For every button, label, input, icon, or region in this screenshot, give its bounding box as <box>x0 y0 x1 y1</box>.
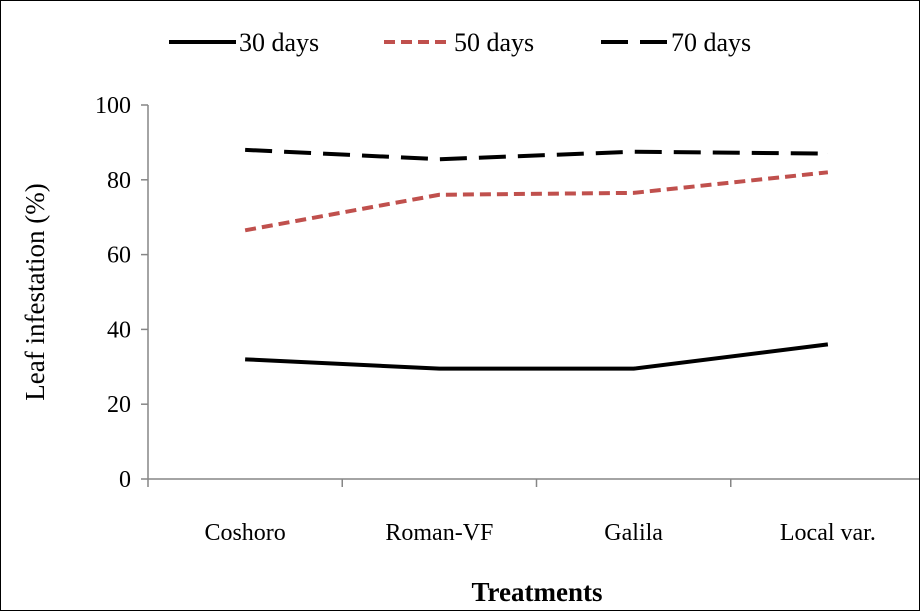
y-tick-label: 80 <box>107 168 131 194</box>
series-layer <box>244 147 829 371</box>
y-tick-label: 20 <box>107 392 131 418</box>
y-tick-label: 0 <box>119 467 131 493</box>
series-line-2 <box>244 170 829 233</box>
legend-label-3: 70 days <box>671 28 751 57</box>
x-ticks: Coshoro Roman-VF Galila Local var. <box>147 479 876 546</box>
legend-label-1: 30 days <box>239 28 319 57</box>
y-tick-label: 60 <box>107 243 131 269</box>
x-tick-label: Coshoro <box>204 520 285 546</box>
x-tick-label: Galila <box>604 520 663 546</box>
series-line-3 <box>245 147 828 162</box>
x-tick-label: Roman-VF <box>385 520 493 546</box>
y-tick-label: 100 <box>95 93 131 119</box>
x-axis-title: Treatments <box>472 577 603 607</box>
series-line-1 <box>245 342 829 371</box>
axes <box>147 105 919 480</box>
y-axis-title: Leaf infestation (%) <box>20 183 50 400</box>
x-tick-label: Local var. <box>780 520 876 546</box>
legend: 30 days 50 days 70 days <box>169 28 751 57</box>
y-tick-label: 40 <box>107 317 131 343</box>
y-ticks: 0 20 40 60 80 100 <box>95 93 148 493</box>
legend-label-2: 50 days <box>454 28 534 57</box>
